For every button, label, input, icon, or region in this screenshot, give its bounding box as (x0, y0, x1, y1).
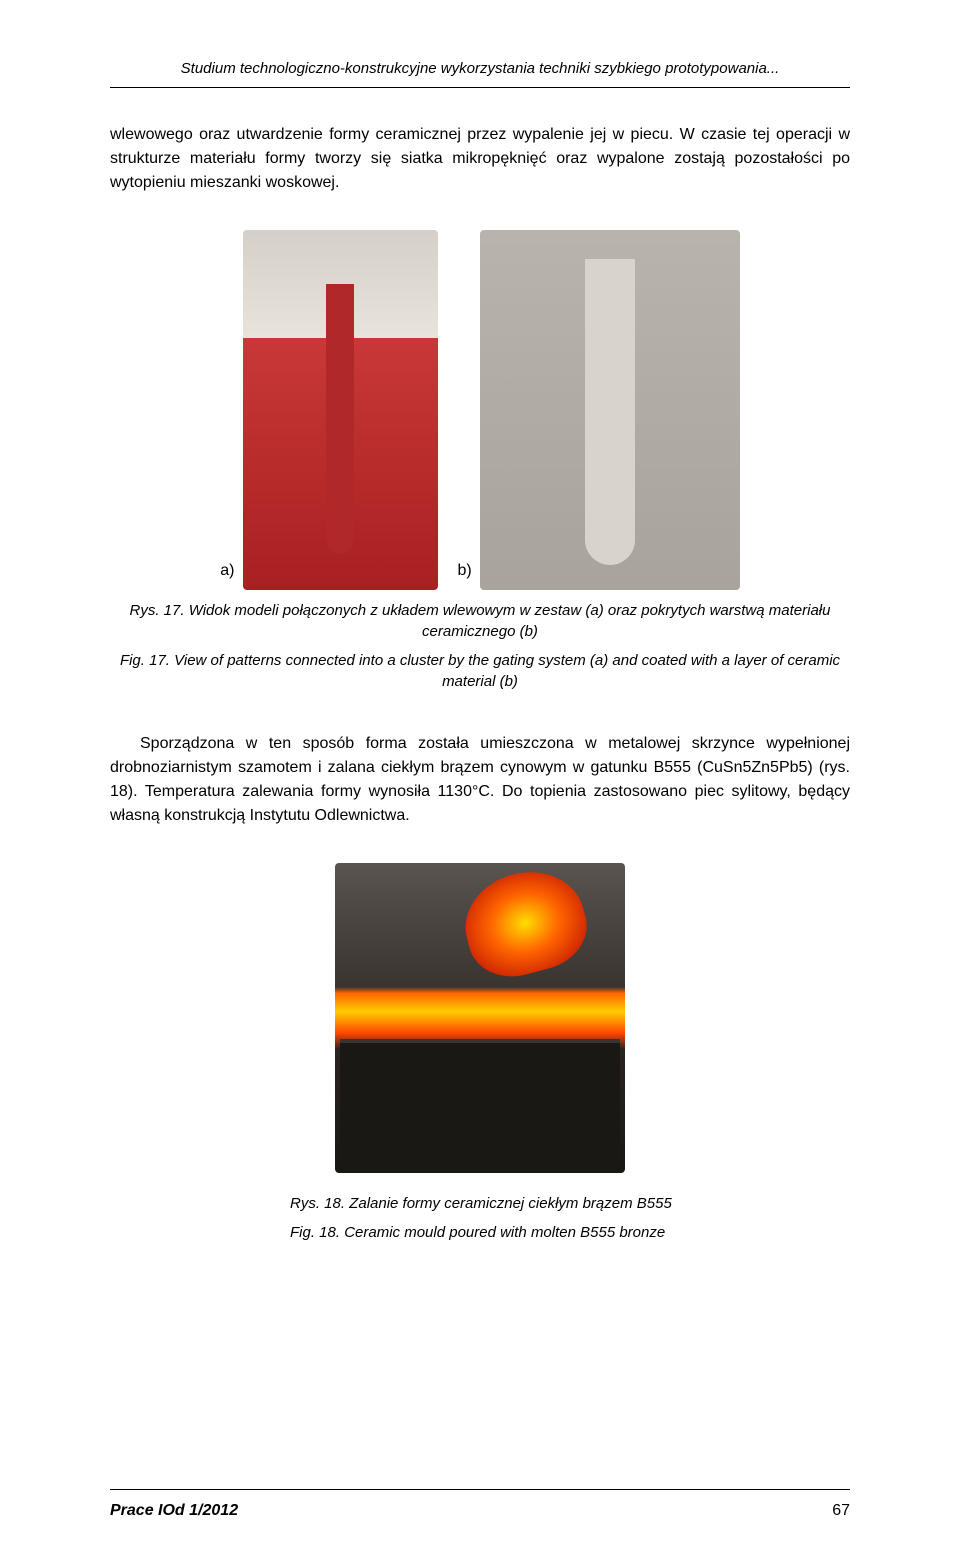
footer-content: Prace IOd 1/2012 67 (110, 1502, 850, 1520)
figure-17-caption-en: Fig. 17. View of patterns connected into… (110, 650, 850, 692)
running-header: Studium technologiczno-konstrukcyjne wyk… (110, 60, 850, 77)
figure-17a-wrapper: a) (220, 230, 437, 590)
figure-17-caption-pl: Rys. 17. Widok modeli połączonych z ukła… (110, 600, 850, 642)
figure-17-row: a) b) (110, 230, 850, 590)
figure-17b-image (480, 230, 740, 590)
figure-18-caption-pl: Rys. 18. Zalanie formy ceramicznej ciekł… (110, 1193, 850, 1214)
figure-18-caption-block: Rys. 18. Zalanie formy ceramicznej ciekł… (110, 1193, 850, 1243)
figure-17a-label: a) (220, 562, 234, 590)
footer-page-number: 67 (832, 1502, 850, 1520)
page-footer: Prace IOd 1/2012 67 (110, 1489, 850, 1520)
figure-18-image (335, 863, 625, 1173)
header-divider (110, 87, 850, 88)
figure-17a-image (243, 230, 438, 590)
paragraph-2: Sporządzona w ten sposób forma została u… (110, 732, 850, 828)
figure-17b-label: b) (458, 562, 472, 590)
figure-18-caption-en: Fig. 18. Ceramic mould poured with molte… (110, 1222, 850, 1243)
footer-divider (110, 1489, 850, 1490)
header-text: Studium technologiczno-konstrukcyjne wyk… (181, 60, 780, 77)
footer-journal: Prace IOd 1/2012 (110, 1502, 238, 1520)
paragraph-1: wlewowego oraz utwardzenie formy ceramic… (110, 123, 850, 195)
figure-17-caption-block: Rys. 17. Widok modeli połączonych z ukła… (110, 600, 850, 692)
figure-17b-wrapper: b) (458, 230, 740, 590)
